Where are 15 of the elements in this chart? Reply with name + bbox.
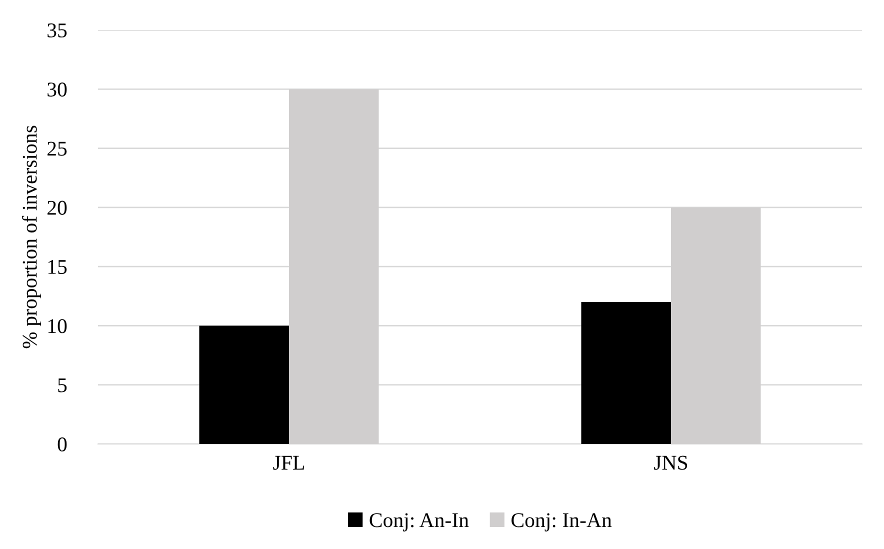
y-tick-label: 5 <box>58 378 67 392</box>
x-tick-label: JNS <box>654 456 688 470</box>
bar <box>199 326 289 444</box>
legend-label: Conj: An-In <box>370 513 469 532</box>
y-tick-label: 25 <box>48 142 67 156</box>
bar <box>581 302 671 444</box>
y-tick-label: 35 <box>48 23 67 38</box>
legend-label: Conj: In-An <box>512 513 612 532</box>
x-tick-label: JFL <box>273 456 304 470</box>
y-tick-label: 15 <box>48 260 67 274</box>
y-axis-title: % proportion of inversions <box>22 126 42 348</box>
y-tick-label: 30 <box>48 82 67 97</box>
y-tick-label: 20 <box>48 200 67 215</box>
y-tick-label: 10 <box>48 319 67 334</box>
y-tick-label: 0 <box>58 437 67 452</box>
